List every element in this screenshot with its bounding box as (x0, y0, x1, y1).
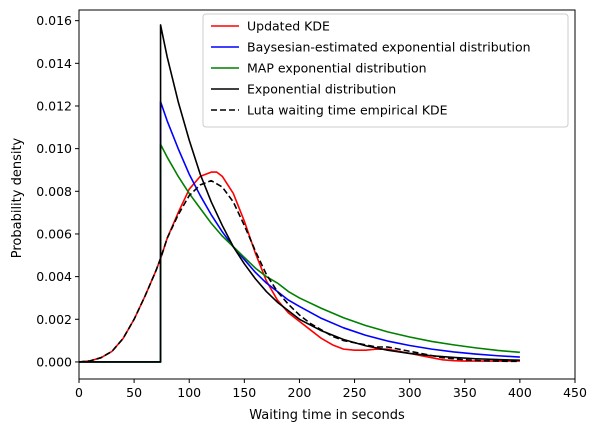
x-tick-label: 150 (232, 385, 256, 400)
legend-entry-3: Exponential distribution (247, 82, 396, 97)
legend-entry-2: MAP exponential distribution (247, 61, 427, 76)
y-tick-label: 0.010 (36, 141, 72, 156)
y-tick-label: 0.014 (36, 56, 72, 71)
x-tick-label: 0 (75, 385, 83, 400)
x-axis-label: Waiting time in seconds (249, 408, 405, 423)
y-tick-label: 0.012 (36, 98, 72, 113)
legend-entry-1: Baysesian-estimated exponential distribu… (247, 40, 531, 55)
legend-entry-0: Updated KDE (247, 19, 330, 34)
y-tick-label: 0.002 (36, 312, 72, 327)
x-tick-label: 100 (177, 385, 201, 400)
x-tick-label: 50 (126, 385, 142, 400)
y-tick-label: 0.016 (36, 13, 72, 28)
x-tick-label: 350 (453, 385, 477, 400)
series-line-3 (79, 24, 520, 363)
legend-box (202, 13, 569, 128)
x-tick-label: 400 (508, 385, 532, 400)
series-line-2 (79, 143, 520, 363)
y-tick-label: 0.008 (36, 184, 72, 199)
y-tick-label: 0.006 (36, 226, 72, 241)
series-layer (79, 24, 520, 363)
y-tick-label: 0.004 (36, 269, 72, 284)
series-line-1 (79, 100, 520, 363)
series-line-4 (79, 179, 520, 363)
legend-entry-4: Luta waiting time empirical KDE (247, 103, 448, 118)
y-tick-label: 0.000 (36, 354, 72, 369)
axes-layer: 0 50 100 150 200 250 300 350 400 450 0.000 0.002 0.0… (36, 9, 587, 400)
x-tick-label: 200 (288, 385, 312, 400)
y-axis-label: Probability density (10, 137, 25, 258)
plot-frame (78, 9, 576, 380)
x-tick-label: 450 (563, 385, 587, 400)
legend: Updated KDE Baysesian-estimated exponenti… (202, 13, 569, 128)
x-tick-label: 300 (398, 385, 422, 400)
x-tick-label: 250 (343, 385, 367, 400)
